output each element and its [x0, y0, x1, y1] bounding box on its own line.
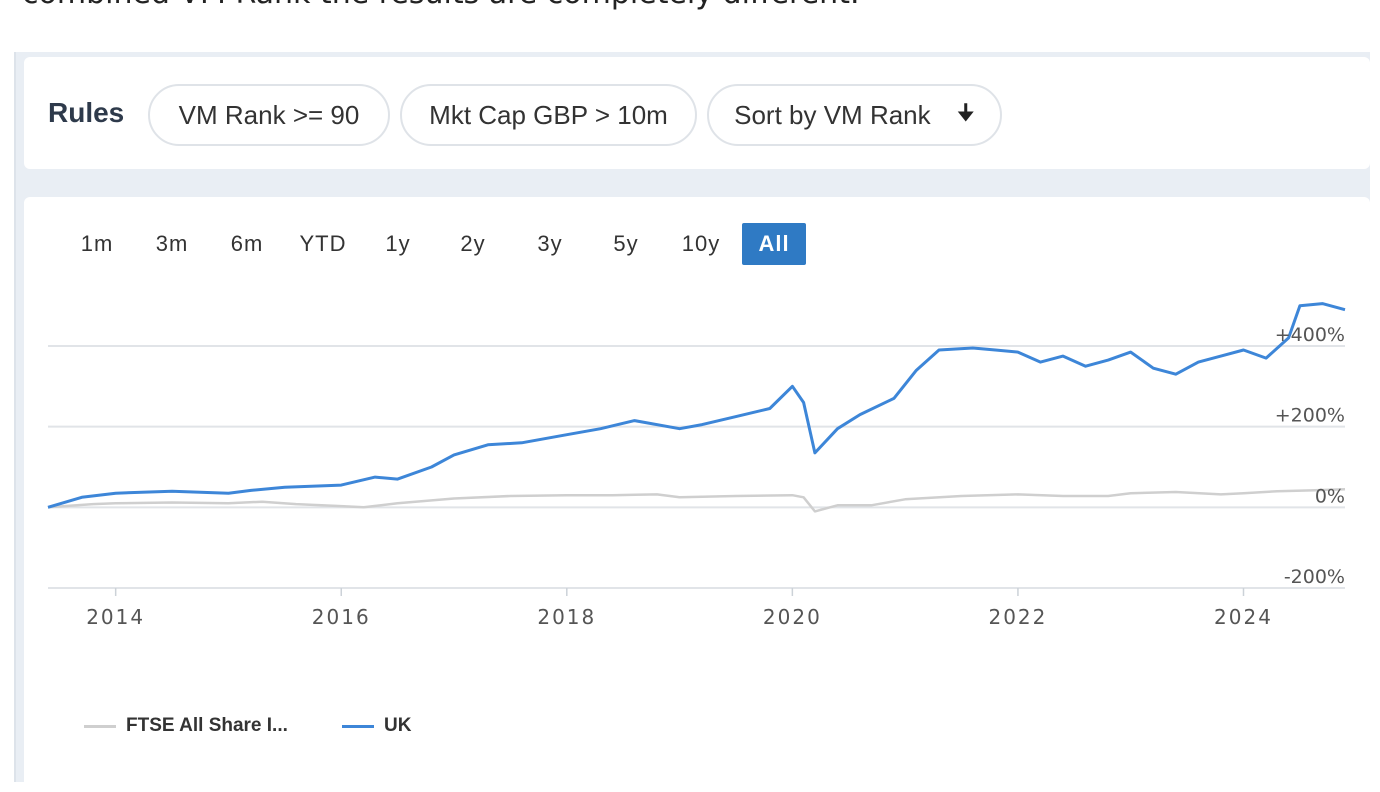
legend-item-uk[interactable]: UK [342, 715, 411, 737]
rule-chip-label: Sort by VM Rank [734, 99, 931, 130]
range-button-1y[interactable]: 1y [385, 231, 411, 256]
range-button-3m[interactable]: 3m [155, 231, 189, 256]
rule-chip-label: Mkt Cap GBP > 10m [429, 99, 668, 130]
legend-label-uk: UK [384, 715, 412, 736]
series-line-uk [47, 302, 1346, 509]
intro-text: combined VM Rank the results are complet… [22, 0, 860, 11]
x-tick-layer: 2014 2016 2018 2020 2022 2024 [86, 588, 1273, 629]
y-tick-label: +400% [1275, 324, 1345, 346]
range-button-all[interactable]: All [742, 223, 806, 265]
rule-chip-label: VM Rank >= 90 [178, 99, 360, 130]
rule-chip-vm-rank[interactable]: VM Rank >= 90 [148, 84, 390, 146]
rules-card: Rules VM Rank >= 90 Mkt Cap GBP > 10m So… [24, 57, 1370, 169]
range-button-2y[interactable]: 2y [460, 231, 486, 256]
rules-title: Rules [48, 97, 125, 128]
y-tick-label: -200% [1284, 566, 1345, 588]
range-button-3y[interactable]: 3y [537, 231, 563, 256]
performance-chart: +400%+200%0%-200% 2014 2016 2018 2020 2022 20… [47, 302, 1346, 629]
sort-chip[interactable]: Sort by VM Rank 🠋 [707, 84, 1002, 146]
y-tick-layer: +400% +200% 0% -200% [1275, 324, 1345, 588]
rule-chip-mkt-cap[interactable]: Mkt Cap GBP > 10m [400, 84, 697, 146]
chart-card: 1m 3m 6m YTD 1y 2y 3y 5y 10y All +400% +200% 0% -200… [24, 197, 1370, 792]
range-button-10y[interactable]: 10y [681, 231, 721, 256]
y-tick-label: +200% [1275, 405, 1345, 427]
range-button-6m[interactable]: 6m [230, 231, 264, 256]
series-layer [47, 302, 1346, 513]
legend-swatch [84, 724, 116, 728]
x-tick-label: 2020 [763, 605, 822, 629]
y-tick-label: 0% [1315, 485, 1345, 507]
x-tick-label: 2014 [86, 605, 145, 629]
x-tick-label: 2018 [537, 605, 596, 629]
x-tick-label: 2022 [988, 605, 1047, 629]
range-button-5y[interactable]: 5y [613, 231, 639, 256]
arrow-down-icon: 🠋 [956, 100, 975, 125]
grid-layer [48, 345, 1345, 589]
legend-label-ftse: FTSE All Share I... [126, 715, 288, 736]
legend-item-ftse[interactable]: FTSE All Share I... [84, 715, 288, 737]
x-tick-label: 2024 [1214, 605, 1273, 629]
x-tick-label: 2016 [312, 605, 371, 629]
range-button-ytd[interactable]: YTD [299, 231, 347, 256]
range-button-1m[interactable]: 1m [80, 231, 114, 256]
legend-swatch [342, 724, 374, 728]
series-line-ftse [47, 487, 1346, 513]
